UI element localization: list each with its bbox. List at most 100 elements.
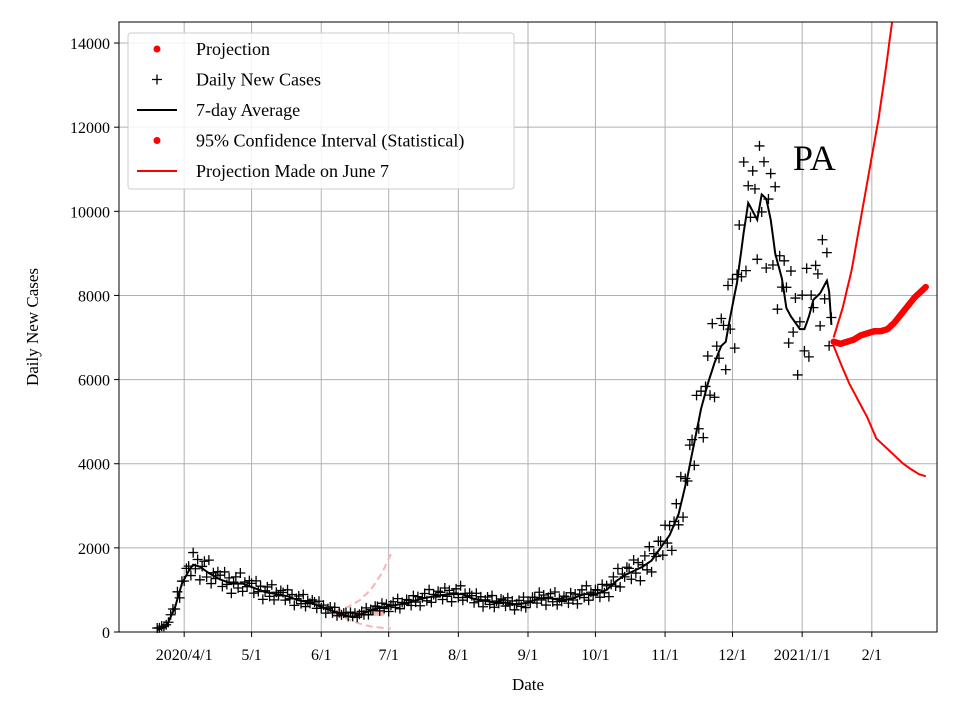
daily-case-marker xyxy=(783,337,794,348)
x-tick-label: 11/1 xyxy=(651,647,679,664)
daily-case-marker xyxy=(603,591,614,602)
daily-case-marker xyxy=(185,570,196,581)
x-tick-label: 2021/1/1 xyxy=(774,647,831,664)
daily-case-marker xyxy=(635,575,646,586)
daily-case-marker xyxy=(201,571,212,582)
daily-case-marker xyxy=(520,602,531,613)
daily-case-marker xyxy=(689,460,700,471)
daily-case-marker xyxy=(657,550,668,561)
daily-case-marker xyxy=(763,194,774,205)
daily-case-marker xyxy=(594,592,605,603)
daily-case-marker xyxy=(821,247,832,258)
daily-case-marker xyxy=(545,588,556,599)
daily-case-marker xyxy=(248,588,259,599)
y-tick-label: 0 xyxy=(102,625,110,642)
daily-case-marker xyxy=(738,157,749,168)
daily-case-marker xyxy=(394,603,405,614)
daily-case-marker xyxy=(824,340,835,351)
daily-case-marker xyxy=(608,571,619,582)
daily-case-marker xyxy=(280,595,291,606)
daily-case-marker xyxy=(707,318,718,329)
daily-case-marker xyxy=(745,212,756,223)
daily-case-marker xyxy=(298,589,309,600)
daily-case-marker xyxy=(646,566,657,577)
daily-case-marker xyxy=(491,596,502,607)
legend-label: Projection Made on June 7 xyxy=(196,161,389,181)
daily-case-marker xyxy=(621,562,632,573)
daily-case-marker xyxy=(729,343,740,354)
daily-case-marker xyxy=(673,519,684,530)
daily-case-marker xyxy=(251,575,262,586)
x-tick-label: 2020/4/1 xyxy=(156,647,213,664)
daily-case-marker xyxy=(615,581,626,592)
daily-case-marker xyxy=(779,255,790,266)
daily-case-marker xyxy=(289,600,300,611)
x-tick-label: 7/1 xyxy=(378,647,398,664)
daily-case-marker xyxy=(192,554,203,565)
daily-case-marker xyxy=(581,580,592,591)
daily-case-marker xyxy=(709,392,720,403)
daily-case-marker xyxy=(810,260,821,271)
daily-case-marker xyxy=(439,583,450,594)
daily-case-marker xyxy=(633,557,644,568)
daily-case-marker xyxy=(716,313,727,324)
daily-case-marker xyxy=(269,594,280,605)
daily-case-marker xyxy=(473,596,484,607)
legend-label: 7-day Average xyxy=(196,100,300,120)
daily-case-marker xyxy=(675,471,686,482)
daily-case-marker xyxy=(206,578,217,589)
legend-marker-dot xyxy=(153,137,161,144)
daily-case-marker xyxy=(572,598,583,609)
daily-case-marker xyxy=(442,591,453,602)
daily-case-marker xyxy=(792,369,803,380)
daily-case-marker xyxy=(747,165,758,176)
daily-case-marker xyxy=(765,168,776,179)
daily-case-marker xyxy=(720,364,731,375)
daily-case-marker xyxy=(752,254,763,265)
seven-day-average-group xyxy=(156,192,833,631)
y-tick-label: 10000 xyxy=(70,204,110,221)
daily-case-marker xyxy=(698,432,709,443)
daily-case-marker xyxy=(705,390,716,401)
daily-case-marker xyxy=(797,290,808,301)
daily-case-marker xyxy=(758,156,769,167)
daily-case-marker xyxy=(262,581,273,592)
daily-case-marker xyxy=(282,584,293,595)
daily-case-marker xyxy=(718,320,729,331)
upper-confidence-line xyxy=(832,21,894,338)
daily-case-marker xyxy=(803,351,814,362)
daily-case-marker xyxy=(257,594,268,605)
daily-case-marker xyxy=(727,274,738,285)
daily-case-marker xyxy=(702,350,713,361)
daily-case-marker xyxy=(237,586,248,597)
daily-case-marker xyxy=(408,590,419,601)
y-axis: 0 2000 4000 6000 8000 10000 12000 14000 xyxy=(70,36,119,642)
x-tick-label: 6/1 xyxy=(311,647,331,664)
daily-case-marker xyxy=(612,563,623,574)
daily-case-marker xyxy=(743,180,754,191)
y-tick-label: 4000 xyxy=(78,457,110,474)
daily-case-marker xyxy=(817,234,828,245)
y-axis-label: Daily New Cases xyxy=(23,268,42,386)
daily-case-marker xyxy=(639,550,650,561)
daily-case-marker xyxy=(642,564,653,575)
seven-day-average-line xyxy=(156,192,833,631)
early-lower-ci xyxy=(334,613,391,630)
projection-point xyxy=(922,283,929,291)
daily-case-marker xyxy=(788,327,799,338)
daily-case-marker xyxy=(275,585,286,596)
daily-case-marker xyxy=(624,563,635,574)
daily-case-marker xyxy=(671,498,682,509)
daily-case-marker xyxy=(740,265,751,276)
daily-case-marker xyxy=(172,586,183,597)
y-tick-label: 8000 xyxy=(78,288,110,305)
legend: Projection Daily New Cases 7-day Average 95… xyxy=(127,32,515,190)
daily-case-marker xyxy=(426,597,437,608)
daily-case-marker xyxy=(424,584,435,595)
daily-case-marker xyxy=(203,555,214,566)
y-tick-label: 12000 xyxy=(70,120,110,137)
legend-marker-plus xyxy=(152,74,162,85)
daily-case-marker xyxy=(219,566,230,577)
daily-case-marker xyxy=(666,545,677,556)
